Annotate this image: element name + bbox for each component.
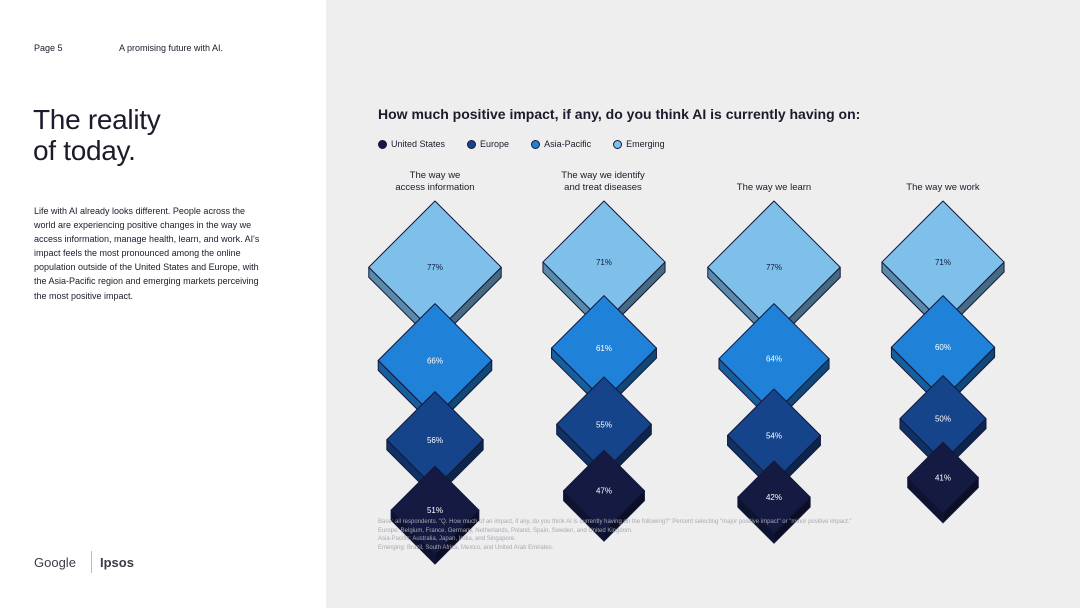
diamond-united-states-3: 42%: [737, 460, 811, 544]
category-label-line: access information: [395, 181, 475, 193]
page-title-line-2: of today.: [33, 135, 136, 166]
category-label-work: The way we work: [878, 182, 1008, 194]
value-label-europe-1: 56%: [427, 436, 443, 445]
diamond-united-states-1: 51%: [390, 465, 480, 565]
category-label-learn: The way we learn: [709, 182, 839, 194]
legend-swatch-emerging: [613, 139, 623, 149]
legend-item-emerging: Emerging: [613, 139, 665, 149]
legend-item-asia-pacific: Asia-Pacific: [531, 139, 591, 149]
value-label-emerging-4: 71%: [935, 258, 951, 267]
legend-swatch-asia-pacific: [531, 139, 541, 149]
value-label-united-states-2: 47%: [596, 487, 612, 496]
value-label-united-states-3: 42%: [766, 493, 782, 502]
legend: United States Europe Asia-Pacific Emergi…: [378, 139, 665, 149]
category-label-access-information: The way we access information: [370, 170, 500, 193]
diamond-top: [907, 441, 979, 514]
legend-item-europe: Europe: [467, 139, 509, 149]
category-label-line: The way we work: [906, 182, 980, 193]
category-label-identify-treat-diseases: The way we identify and treat diseases: [538, 170, 668, 193]
legend-swatch-europe: [467, 139, 477, 149]
value-label-emerging-1: 77%: [427, 263, 443, 272]
diamond-top: [563, 449, 645, 532]
value-label-united-states-1: 51%: [427, 506, 443, 515]
footnote-line: Asia-Pacific: Australia, Japan, India, a…: [378, 536, 516, 542]
value-label-united-states-4: 41%: [935, 474, 951, 483]
legend-swatch-united-states: [378, 139, 387, 149]
value-label-asia-pacific-2: 61%: [596, 344, 612, 353]
footnote-line: Emerging: Brazil, South Africa, Mexico, …: [378, 544, 554, 551]
page-number: Page 5: [34, 43, 63, 53]
value-label-europe-4: 50%: [935, 415, 951, 424]
category-label-line: The way we identify: [561, 170, 645, 181]
value-label-asia-pacific-4: 60%: [935, 343, 951, 352]
category-label-line: The way we learn: [736, 182, 812, 193]
category-label-line: and treat diseases: [564, 181, 642, 193]
legend-label-united-states: United States: [391, 139, 446, 149]
logo-divider: [91, 551, 92, 573]
diamond-united-states-4: 41%: [907, 441, 979, 524]
diamond-united-states-2: 47%: [563, 449, 645, 542]
legend-label-emerging: Emerging: [626, 139, 665, 149]
chart-title: How much positive impact, if any, do you…: [378, 106, 861, 122]
diamond-top: [390, 465, 480, 555]
footnote-line: Europe: Belgium, France, Germany, Nether…: [378, 527, 633, 534]
value-label-asia-pacific-1: 66%: [427, 356, 443, 365]
value-label-europe-2: 55%: [596, 420, 612, 429]
footnote: Base: all respondents. "Q. How much of a…: [378, 518, 1028, 552]
value-label-asia-pacific-3: 64%: [766, 355, 782, 364]
category-label-line: The way we: [409, 170, 461, 181]
footnote-line: Base: all respondents. "Q. How much of a…: [378, 519, 852, 525]
value-label-emerging-3: 77%: [766, 263, 782, 272]
google-logo: Google: [34, 555, 76, 570]
section-title: A promising future with AI.: [119, 43, 224, 53]
legend-item-united-states: United States: [378, 139, 445, 149]
diamond-top: [737, 460, 811, 534]
intro-paragraph: Life with AI already looks different. Pe…: [34, 206, 260, 301]
left-panel: Page 5 A promising future with AI. The r…: [0, 0, 326, 608]
legend-label-asia-pacific: Asia-Pacific: [544, 139, 592, 149]
page-title: The reality of today.: [33, 104, 161, 166]
value-label-emerging-2: 71%: [596, 258, 612, 267]
legend-label-europe: Europe: [480, 139, 510, 149]
page-title-line-1: The reality: [33, 104, 161, 135]
value-label-europe-3: 54%: [766, 431, 782, 440]
ipsos-logo: Ipsos: [100, 555, 134, 570]
